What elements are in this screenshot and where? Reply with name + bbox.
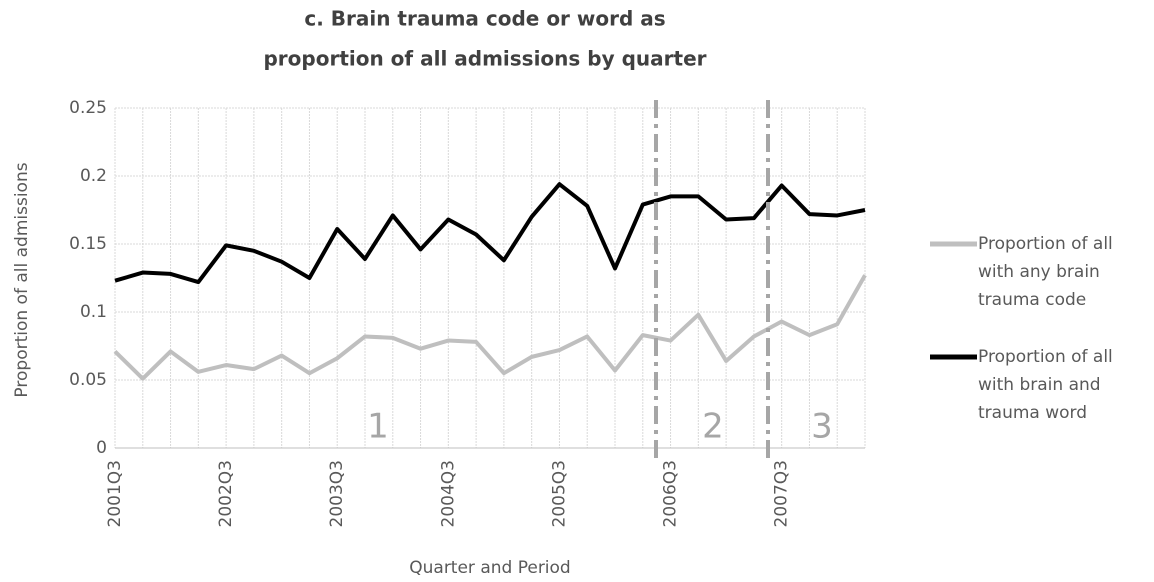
plot-area: 0 0.05 0.1 0.15 0.2 0.25 2001Q3 2002Q3 2003Q3 200… [69,98,867,527]
y-tick-label: 0 [96,438,107,458]
x-tick-label: 2001Q3 [105,460,125,527]
period-label: 2 [702,407,724,447]
series-line [113,274,867,381]
y-tick-label: 0.05 [69,370,107,390]
y-tick-label: 0.25 [69,98,107,118]
y-tick-label: 0.15 [69,234,107,254]
x-axis-title: Quarter and Period [409,558,570,578]
x-tick-label: 2004Q3 [438,460,458,527]
x-tick-label: 2006Q3 [661,460,681,527]
x-tick-label: 2007Q3 [772,460,792,527]
x-tick-label: 2002Q3 [216,460,236,527]
series-line [114,182,866,285]
x-tick-label: 2005Q3 [549,460,569,527]
legend-label: Proportion of all with brain and trauma … [978,347,1113,423]
period-label: 1 [367,407,389,447]
chart-title: c. Brain trauma code or word as [304,7,665,31]
y-axis-title: Proportion of all admissions [12,162,32,397]
legend-label: Proportion of all with any brain trauma … [978,234,1113,310]
y-tick-label: 0.1 [80,302,107,322]
x-tick-label: 2003Q3 [327,460,347,527]
chart-title: proportion of all admissions by quarter [263,47,706,71]
period-label: 3 [811,407,833,447]
y-tick-label: 0.2 [80,166,107,186]
